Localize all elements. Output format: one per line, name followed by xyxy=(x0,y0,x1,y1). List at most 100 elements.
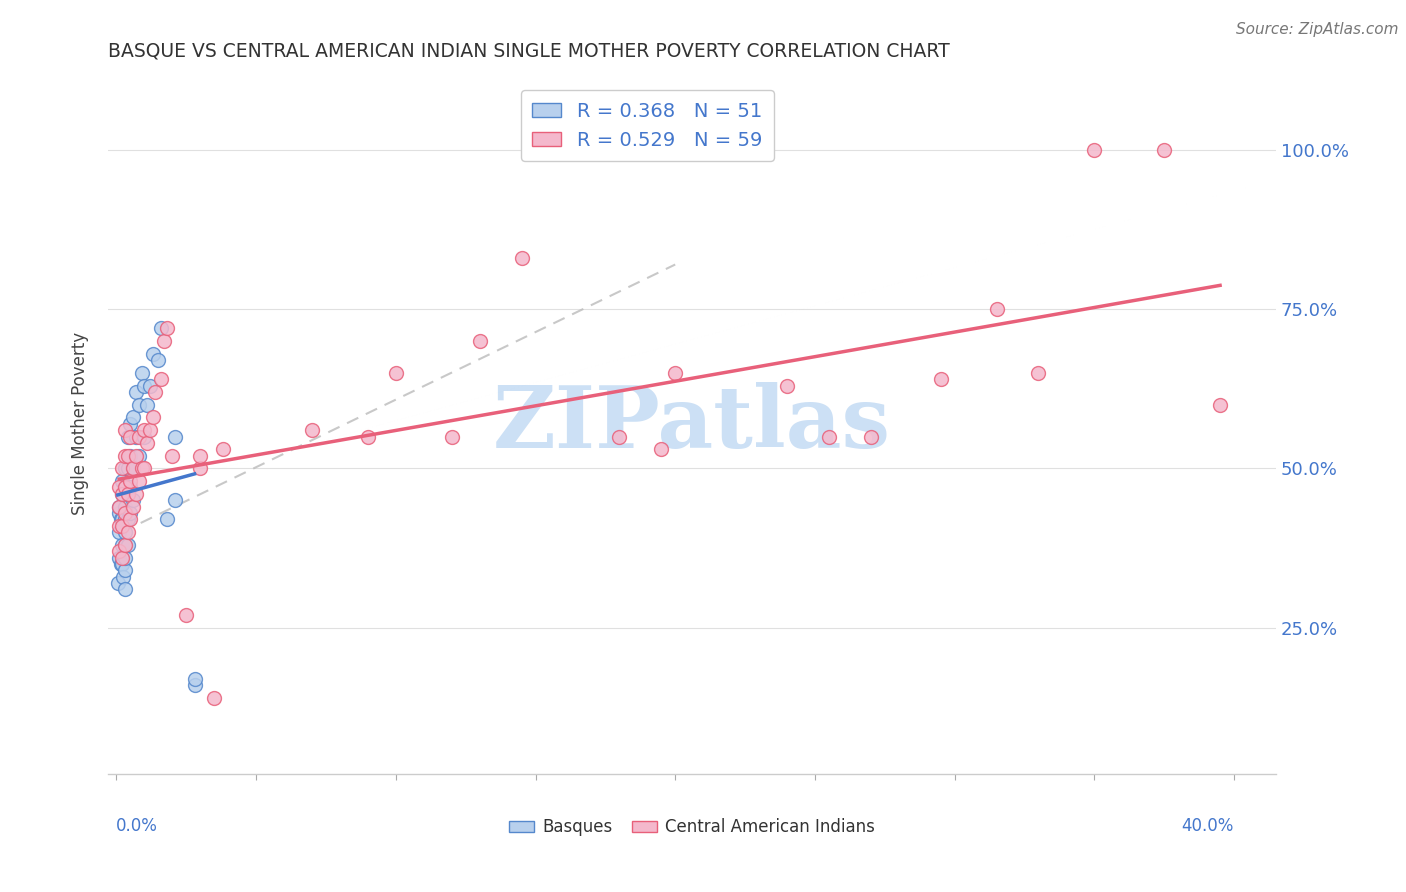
Point xyxy=(1209,398,1232,412)
Point xyxy=(145,384,167,399)
Point xyxy=(468,334,491,348)
Point xyxy=(818,429,841,443)
Point xyxy=(111,474,134,488)
Point xyxy=(122,500,145,514)
Point xyxy=(125,429,148,443)
Point xyxy=(1153,143,1175,157)
Point xyxy=(114,538,136,552)
Text: BASQUE VS CENTRAL AMERICAN INDIAN SINGLE MOTHER POVERTY CORRELATION CHART: BASQUE VS CENTRAL AMERICAN INDIAN SINGLE… xyxy=(108,42,949,61)
Point xyxy=(122,461,145,475)
Text: 0.0%: 0.0% xyxy=(117,817,159,836)
Point xyxy=(114,550,136,565)
Point xyxy=(114,423,136,437)
Point xyxy=(128,474,150,488)
Point xyxy=(111,487,134,501)
Point xyxy=(114,512,136,526)
Point xyxy=(114,538,136,552)
Point xyxy=(174,607,197,622)
Point xyxy=(112,569,135,583)
Point xyxy=(120,449,142,463)
Point xyxy=(117,487,139,501)
Point xyxy=(859,429,882,443)
Point xyxy=(134,423,156,437)
Point xyxy=(122,493,145,508)
Point xyxy=(150,321,173,335)
Point xyxy=(120,506,142,520)
Point xyxy=(131,461,153,475)
Point xyxy=(183,672,205,686)
Point xyxy=(385,366,408,380)
Point xyxy=(142,347,165,361)
Point xyxy=(1028,366,1050,380)
Point xyxy=(607,429,630,443)
Point xyxy=(114,461,136,475)
Point xyxy=(142,410,165,425)
Point xyxy=(131,366,153,380)
Point xyxy=(125,487,148,501)
Point xyxy=(357,429,380,443)
Point xyxy=(108,518,131,533)
Point xyxy=(120,429,142,443)
Point xyxy=(139,378,162,392)
Point xyxy=(117,461,139,475)
Point xyxy=(510,251,533,265)
Point xyxy=(108,480,131,494)
Point xyxy=(156,321,179,335)
Point xyxy=(134,461,156,475)
Point xyxy=(120,417,142,431)
Point xyxy=(211,442,233,457)
Point xyxy=(111,538,134,552)
Point xyxy=(165,429,187,443)
Point xyxy=(114,480,136,494)
Legend: Basques, Central American Indians: Basques, Central American Indians xyxy=(502,812,882,843)
Point xyxy=(111,487,134,501)
Point xyxy=(153,334,176,348)
Point xyxy=(114,582,136,597)
Point xyxy=(111,518,134,533)
Y-axis label: Single Mother Poverty: Single Mother Poverty xyxy=(72,332,89,516)
Point xyxy=(114,480,136,494)
Point xyxy=(111,557,134,571)
Point xyxy=(134,429,156,443)
Point xyxy=(108,550,131,565)
Point xyxy=(128,429,150,443)
Point xyxy=(188,449,211,463)
Point xyxy=(440,429,463,443)
Point xyxy=(122,461,145,475)
Point xyxy=(183,678,205,692)
Point xyxy=(664,366,686,380)
Point xyxy=(114,500,136,514)
Point xyxy=(107,576,129,591)
Text: ZIPatlas: ZIPatlas xyxy=(494,382,891,466)
Point xyxy=(120,512,142,526)
Point xyxy=(114,524,136,539)
Point xyxy=(148,353,170,368)
Point xyxy=(120,474,142,488)
Point xyxy=(162,449,184,463)
Point xyxy=(117,524,139,539)
Point xyxy=(114,449,136,463)
Text: Source: ZipAtlas.com: Source: ZipAtlas.com xyxy=(1236,22,1399,37)
Point xyxy=(128,449,150,463)
Point xyxy=(139,423,162,437)
Point xyxy=(108,544,131,558)
Point xyxy=(108,500,131,514)
Point xyxy=(150,372,173,386)
Text: 40.0%: 40.0% xyxy=(1181,817,1234,836)
Point xyxy=(108,500,131,514)
Point xyxy=(110,512,132,526)
Point xyxy=(650,442,672,457)
Point xyxy=(117,429,139,443)
Point xyxy=(202,690,225,705)
Point xyxy=(986,302,1008,317)
Point xyxy=(136,435,159,450)
Point xyxy=(301,423,323,437)
Point xyxy=(114,506,136,520)
Point xyxy=(111,512,134,526)
Point xyxy=(108,506,131,520)
Point xyxy=(125,384,148,399)
Point xyxy=(117,487,139,501)
Point xyxy=(128,398,150,412)
Point xyxy=(110,557,132,571)
Point xyxy=(114,563,136,577)
